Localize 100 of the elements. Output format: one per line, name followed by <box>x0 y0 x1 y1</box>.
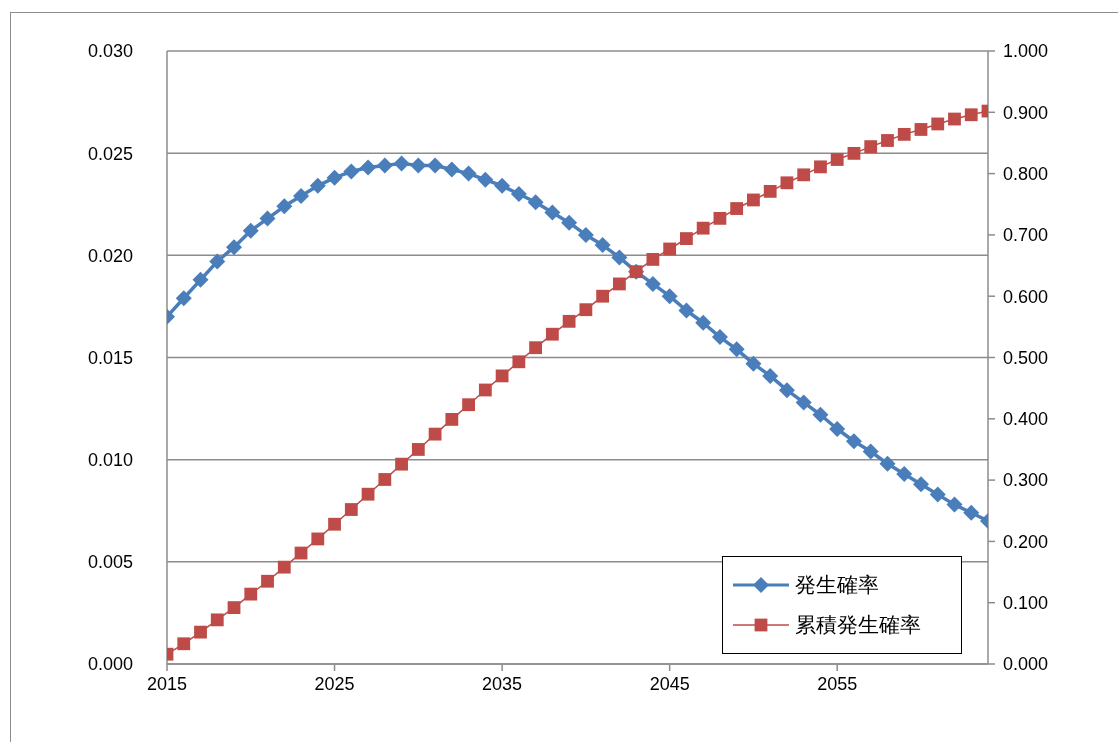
point <box>177 637 191 651</box>
point <box>747 193 760 207</box>
y-tick-label: 0.010 <box>87 450 133 471</box>
point <box>847 146 861 160</box>
x-tick-label: 2045 <box>649 673 690 694</box>
point <box>309 177 326 194</box>
y2-tick-label: 0.500 <box>1003 347 1049 368</box>
point <box>376 157 393 174</box>
point <box>512 355 526 369</box>
y2-tick-label: 0.700 <box>1003 225 1049 246</box>
point <box>797 168 811 182</box>
point <box>192 271 209 288</box>
point <box>462 398 475 412</box>
point <box>411 443 425 456</box>
y-tick-label: 0.020 <box>87 245 133 266</box>
point <box>261 574 274 588</box>
y2-tick-label: 0.600 <box>1003 286 1049 307</box>
point <box>646 253 660 266</box>
point <box>814 160 827 174</box>
point <box>194 625 207 639</box>
point <box>478 383 492 397</box>
point <box>393 155 410 172</box>
point <box>242 222 259 239</box>
point <box>445 413 459 426</box>
point <box>277 560 291 574</box>
point <box>360 159 377 176</box>
point <box>946 496 963 513</box>
legend-label: 累積発生確率 <box>795 612 921 638</box>
y-tick-label: 0.005 <box>87 552 133 573</box>
point <box>529 341 543 355</box>
point <box>780 176 794 190</box>
point <box>326 169 343 186</box>
y2-tick-label: 1.000 <box>1003 41 1049 62</box>
point <box>948 112 961 126</box>
y2-tick-label: 0.300 <box>1003 470 1049 491</box>
point <box>929 486 946 503</box>
point <box>311 532 325 546</box>
point <box>527 194 544 211</box>
point <box>361 487 375 501</box>
point <box>762 367 779 384</box>
point <box>695 314 712 331</box>
point <box>963 504 980 521</box>
y-tick-label: 0.015 <box>87 347 133 368</box>
y-tick-label: 0.025 <box>87 143 133 164</box>
point <box>410 157 427 174</box>
point <box>931 117 945 131</box>
point <box>730 202 744 215</box>
point <box>428 427 442 441</box>
point <box>544 204 561 221</box>
point <box>510 186 527 203</box>
point <box>344 503 358 516</box>
point <box>862 443 879 460</box>
point <box>696 221 710 235</box>
point <box>745 355 762 372</box>
x-tick-label: 2015 <box>146 673 188 694</box>
point <box>244 587 258 601</box>
point <box>276 198 293 215</box>
point <box>897 127 911 141</box>
point <box>577 226 594 243</box>
point <box>763 184 777 198</box>
y2-tick-label: 0.900 <box>1003 102 1049 123</box>
point <box>713 211 727 225</box>
point <box>562 314 576 328</box>
point <box>964 108 978 122</box>
point <box>845 433 862 450</box>
point <box>596 289 610 303</box>
point <box>778 382 795 399</box>
point <box>879 455 896 472</box>
x-tick-label: 2035 <box>482 673 523 694</box>
point <box>864 140 878 154</box>
point <box>209 253 226 270</box>
y2-tick-label: 0.100 <box>1003 593 1049 614</box>
point <box>494 177 511 194</box>
point <box>227 601 241 614</box>
point <box>830 153 844 166</box>
point <box>914 123 928 136</box>
point <box>175 290 192 307</box>
point <box>561 214 578 231</box>
y2-tick-label: 0.800 <box>1003 163 1049 184</box>
y-tick-label: 0.030 <box>87 41 133 62</box>
y2-tick-label: 0.000 <box>1003 654 1049 675</box>
point <box>427 157 444 174</box>
point <box>495 369 509 383</box>
point <box>661 288 678 305</box>
point <box>611 249 628 266</box>
point <box>644 275 661 292</box>
point <box>812 406 829 423</box>
point <box>881 134 894 147</box>
x-tick-label: 2055 <box>817 673 858 694</box>
point <box>259 210 276 227</box>
point <box>210 613 224 627</box>
point <box>896 465 913 482</box>
x-tick-label: 2025 <box>314 673 355 694</box>
point <box>443 161 460 178</box>
point <box>343 163 360 180</box>
y-tick-label: 0.000 <box>87 654 133 675</box>
point <box>912 476 929 493</box>
point <box>678 302 695 319</box>
point <box>711 329 728 346</box>
legend-label: 発生確率 <box>795 572 879 598</box>
